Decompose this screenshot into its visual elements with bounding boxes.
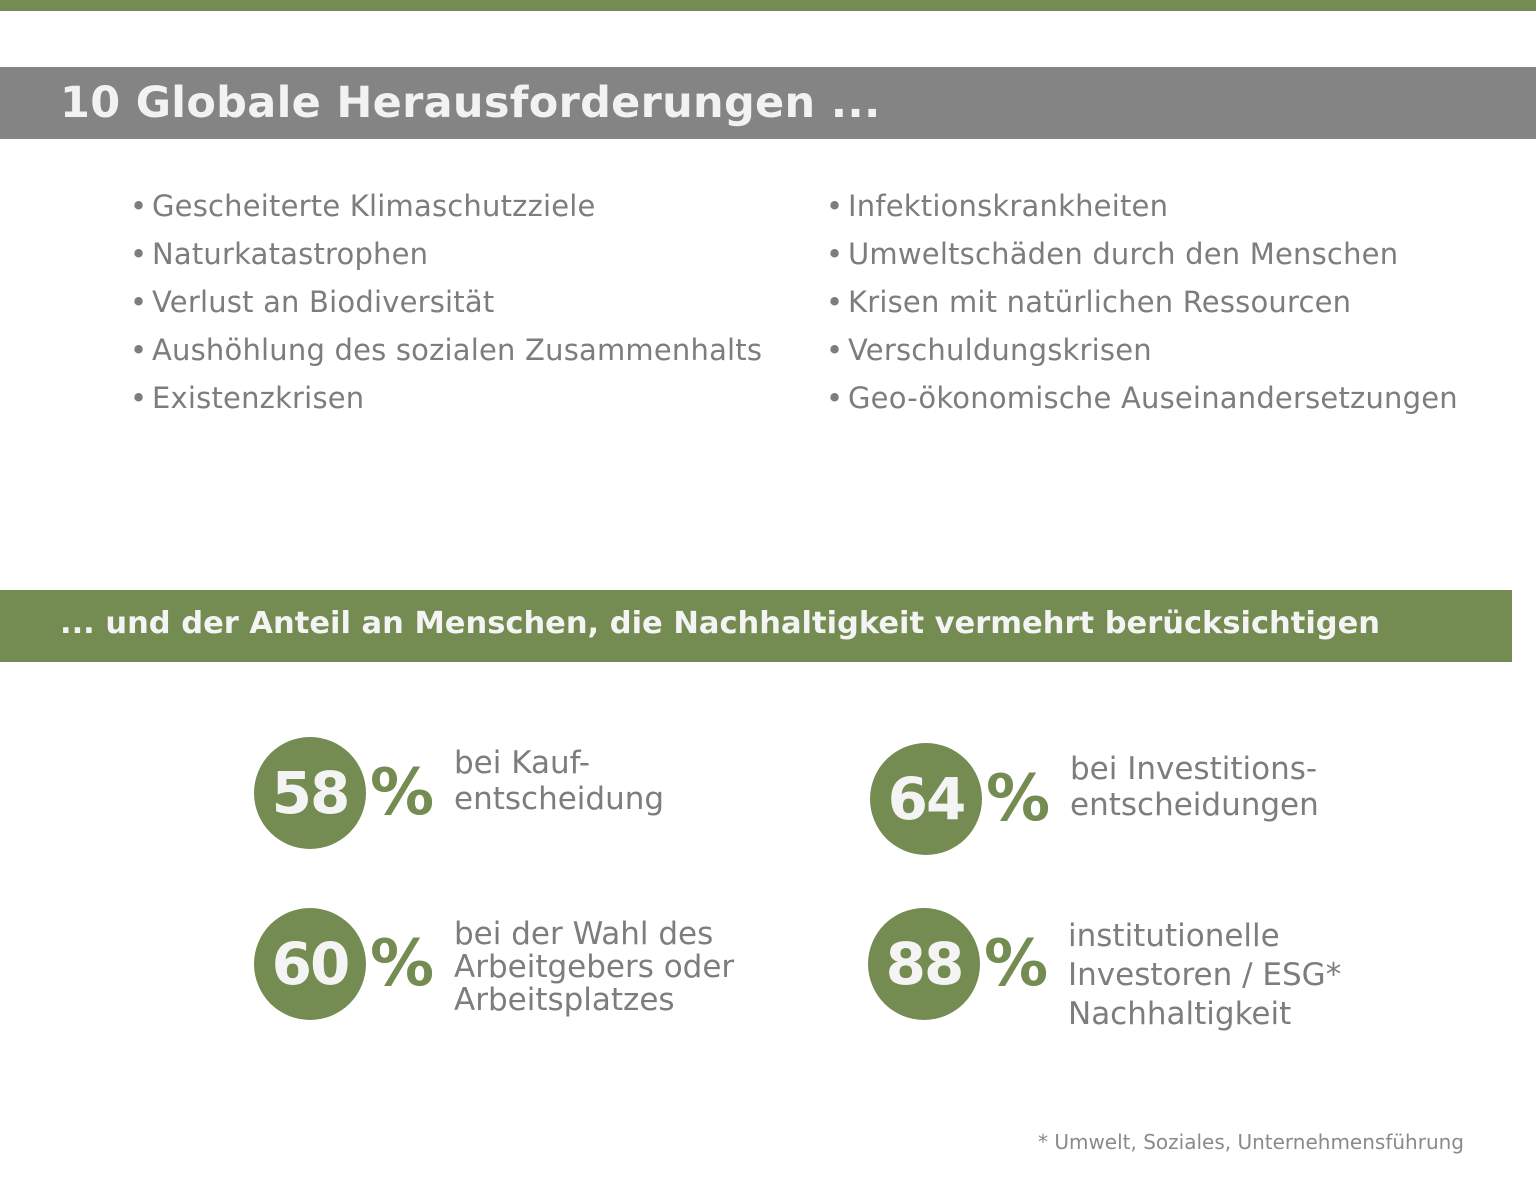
list-item-label: Verlust an Biodiversität xyxy=(152,285,495,319)
stat-description-line: entscheidung xyxy=(454,781,665,817)
bullet-icon: • xyxy=(130,285,148,319)
bullet-icon: • xyxy=(826,285,844,319)
percent-sign: % xyxy=(986,762,1051,836)
bullet-icon: • xyxy=(130,189,148,223)
stat-circle xyxy=(254,737,366,849)
stat-description-line: bei Investitions- xyxy=(1070,751,1318,787)
challenges-list-left: • Gescheiterte Klimaschutzziele • Naturkat… xyxy=(130,182,762,422)
bullet-icon: • xyxy=(826,333,844,367)
list-item-label: Geo-ökonomische Auseinandersetzungen xyxy=(848,381,1458,415)
challenges-banner: 10 Globale Herausforderungen ... xyxy=(0,67,1536,139)
list-item-label: Verschuldungskrisen xyxy=(848,333,1152,367)
stat-description: institutionelle Investoren / ESG* Nachha… xyxy=(1068,917,1341,1034)
list-item: • Krisen mit natürlichen Ressourcen xyxy=(826,278,1458,326)
stat-value: 60 xyxy=(271,930,351,998)
list-item: • Existenzkrisen xyxy=(130,374,762,422)
list-item-label: Umweltschäden durch den Menschen xyxy=(848,237,1399,271)
stat-description-line: bei der Wahl des xyxy=(454,916,714,952)
list-item: • Verlust an Biodiversität xyxy=(130,278,762,326)
list-item: • Aushöhlung des sozialen Zusammenhalts xyxy=(130,326,762,374)
stat-description-line: Arbeitgebers oder xyxy=(454,949,735,985)
percent-sign: % xyxy=(984,927,1049,1001)
stat-circle xyxy=(254,908,366,1020)
list-item-label: Naturkatastrophen xyxy=(152,237,429,271)
stat-description: bei der Wahl des Arbeitgebers oder Arbei… xyxy=(454,918,734,1017)
bullet-icon: • xyxy=(130,237,148,271)
bullet-icon: • xyxy=(826,237,844,271)
stat-value: 88 xyxy=(885,930,965,998)
list-item-label: Infektionskrankheiten xyxy=(848,189,1169,223)
list-item: • Geo-ökonomische Auseinandersetzungen xyxy=(826,374,1458,422)
sustainability-banner: ... und der Anteil an Menschen, die Nach… xyxy=(0,590,1512,662)
stat-description-line: Nachhaltigkeit xyxy=(1068,996,1292,1032)
list-item: • Gescheiterte Klimaschutzziele xyxy=(130,182,762,230)
list-item: • Umweltschäden durch den Menschen xyxy=(826,230,1458,278)
stat-circle xyxy=(870,743,982,855)
stat-description-line: institutionelle xyxy=(1068,918,1280,954)
challenges-list-right: • Infektionskrankheiten • Umweltschäden du… xyxy=(826,182,1458,422)
page-title: 10 Globale Herausforderungen ... xyxy=(60,78,881,128)
list-item-label: Krisen mit natürlichen Ressourcen xyxy=(848,285,1352,319)
stat-description-line: entscheidungen xyxy=(1070,787,1319,823)
list-item: • Verschuldungskrisen xyxy=(826,326,1458,374)
stat-description-line: Arbeitsplatzes xyxy=(454,982,675,1018)
bullet-icon: • xyxy=(826,381,844,415)
stat-description: bei Investitions- entscheidungen xyxy=(1070,751,1319,823)
percent-sign: % xyxy=(370,927,435,1001)
top-accent-stripe xyxy=(0,0,1536,11)
bullet-icon: • xyxy=(826,189,844,223)
stat-value: 64 xyxy=(887,765,967,833)
bullet-icon: • xyxy=(130,333,148,367)
list-item-label: Existenzkrisen xyxy=(152,381,365,415)
list-item-label: Aushöhlung des sozialen Zusammenhalts xyxy=(152,333,763,367)
bullet-icon: • xyxy=(130,381,148,415)
stat-description-line: Investoren / ESG* xyxy=(1068,957,1342,993)
stat-description: bei Kauf- entscheidung xyxy=(454,745,664,817)
list-item: • Infektionskrankheiten xyxy=(826,182,1458,230)
percent-sign: % xyxy=(370,756,435,830)
footnote: * Umwelt, Soziales, Unternehmensführung xyxy=(1037,1130,1464,1154)
stat-description-line: bei Kauf- xyxy=(454,745,591,781)
section-title: ... und der Anteil an Menschen, die Nach… xyxy=(60,606,1381,641)
stat-value: 58 xyxy=(271,759,351,827)
list-item: • Naturkatastrophen xyxy=(130,230,762,278)
list-item-label: Gescheiterte Klimaschutzziele xyxy=(152,189,596,223)
stat-circle xyxy=(868,908,980,1020)
